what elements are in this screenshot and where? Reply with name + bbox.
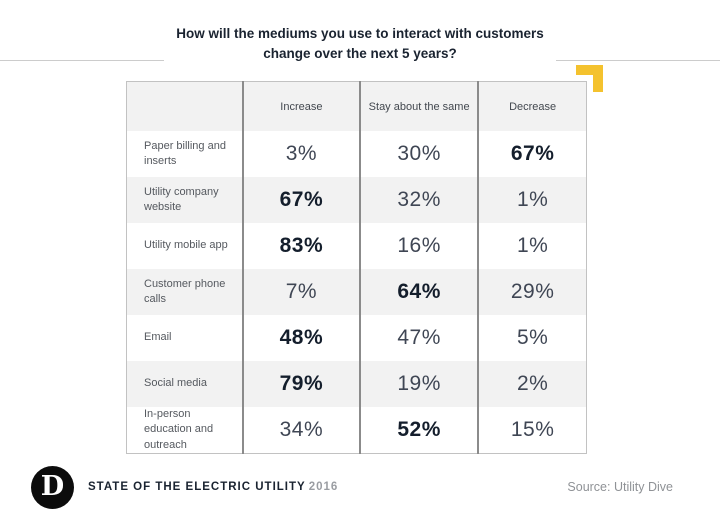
table-row: Utility company website 67% 32% 1% — [126, 177, 587, 223]
publisher-logo: D — [31, 466, 74, 509]
value-cell: 3% — [241, 131, 360, 177]
value-cell: 30% — [358, 131, 479, 177]
value-cell: 64% — [358, 269, 479, 315]
row-label: Paper billing and inserts — [126, 131, 243, 177]
header-stay-same: Stay about the same — [358, 81, 479, 131]
value-cell: 32% — [358, 177, 479, 223]
value-cell: 2% — [477, 361, 587, 407]
chart-title-area: How will the mediums you use to interact… — [0, 24, 720, 64]
value-cell: 1% — [477, 223, 587, 269]
row-label: Social media — [126, 361, 243, 407]
header-decrease: Decrease — [477, 81, 587, 131]
row-label: Email — [126, 315, 243, 361]
value-cell: 19% — [358, 361, 479, 407]
publisher-logo-letter: D — [40, 471, 65, 502]
value-cell: 67% — [477, 131, 587, 177]
page-title-line1: How will the mediums you use to interact… — [176, 26, 544, 41]
value-cell: 48% — [241, 315, 360, 361]
value-cell: 16% — [358, 223, 479, 269]
report-brand: STATE OF THE ELECTRIC UTILITY 2016 — [88, 481, 338, 493]
report-year: 2016 — [308, 481, 339, 493]
table-header: Increase Stay about the same Decrease — [126, 81, 587, 131]
header-empty-cell — [126, 81, 243, 131]
value-cell: 52% — [358, 407, 479, 454]
row-label: Customer phone calls — [126, 269, 243, 315]
page-title: How will the mediums you use to interact… — [166, 24, 554, 64]
value-cell: 5% — [477, 315, 587, 361]
table-row: Utility mobile app 83% 16% 1% — [126, 223, 587, 269]
value-cell: 1% — [477, 177, 587, 223]
table-row: In-person education and outreach 34% 52%… — [126, 407, 587, 454]
value-cell: 29% — [477, 269, 587, 315]
row-label: Utility company website — [126, 177, 243, 223]
row-label: In-person education and outreach — [126, 407, 243, 454]
value-cell: 34% — [241, 407, 360, 454]
page-title-line2: change over the next 5 years? — [263, 45, 457, 61]
value-cell: 79% — [241, 361, 360, 407]
value-cell: 67% — [241, 177, 360, 223]
value-cell: 83% — [241, 223, 360, 269]
table-row: Email 48% 47% 5% — [126, 315, 587, 361]
value-cell: 7% — [241, 269, 360, 315]
survey-table: Increase Stay about the same Decrease Pa… — [126, 81, 587, 455]
table-row: Social media 79% 19% 2% — [126, 361, 587, 407]
title-divider-right — [556, 60, 720, 61]
row-label: Utility mobile app — [126, 223, 243, 269]
table-row: Paper billing and inserts 3% 30% 67% — [126, 131, 587, 177]
value-cell: 15% — [477, 407, 587, 454]
source-attribution: Source: Utility Dive — [567, 480, 673, 494]
title-divider-left — [0, 60, 164, 61]
table-row: Customer phone calls 7% 64% 29% — [126, 269, 587, 315]
table-body: Paper billing and inserts 3% 30% 67% Uti… — [126, 131, 587, 454]
header-increase: Increase — [241, 81, 360, 131]
corner-accent-bracket — [576, 65, 603, 92]
value-cell: 47% — [358, 315, 479, 361]
report-brand-text: STATE OF THE ELECTRIC UTILITY — [88, 481, 306, 493]
